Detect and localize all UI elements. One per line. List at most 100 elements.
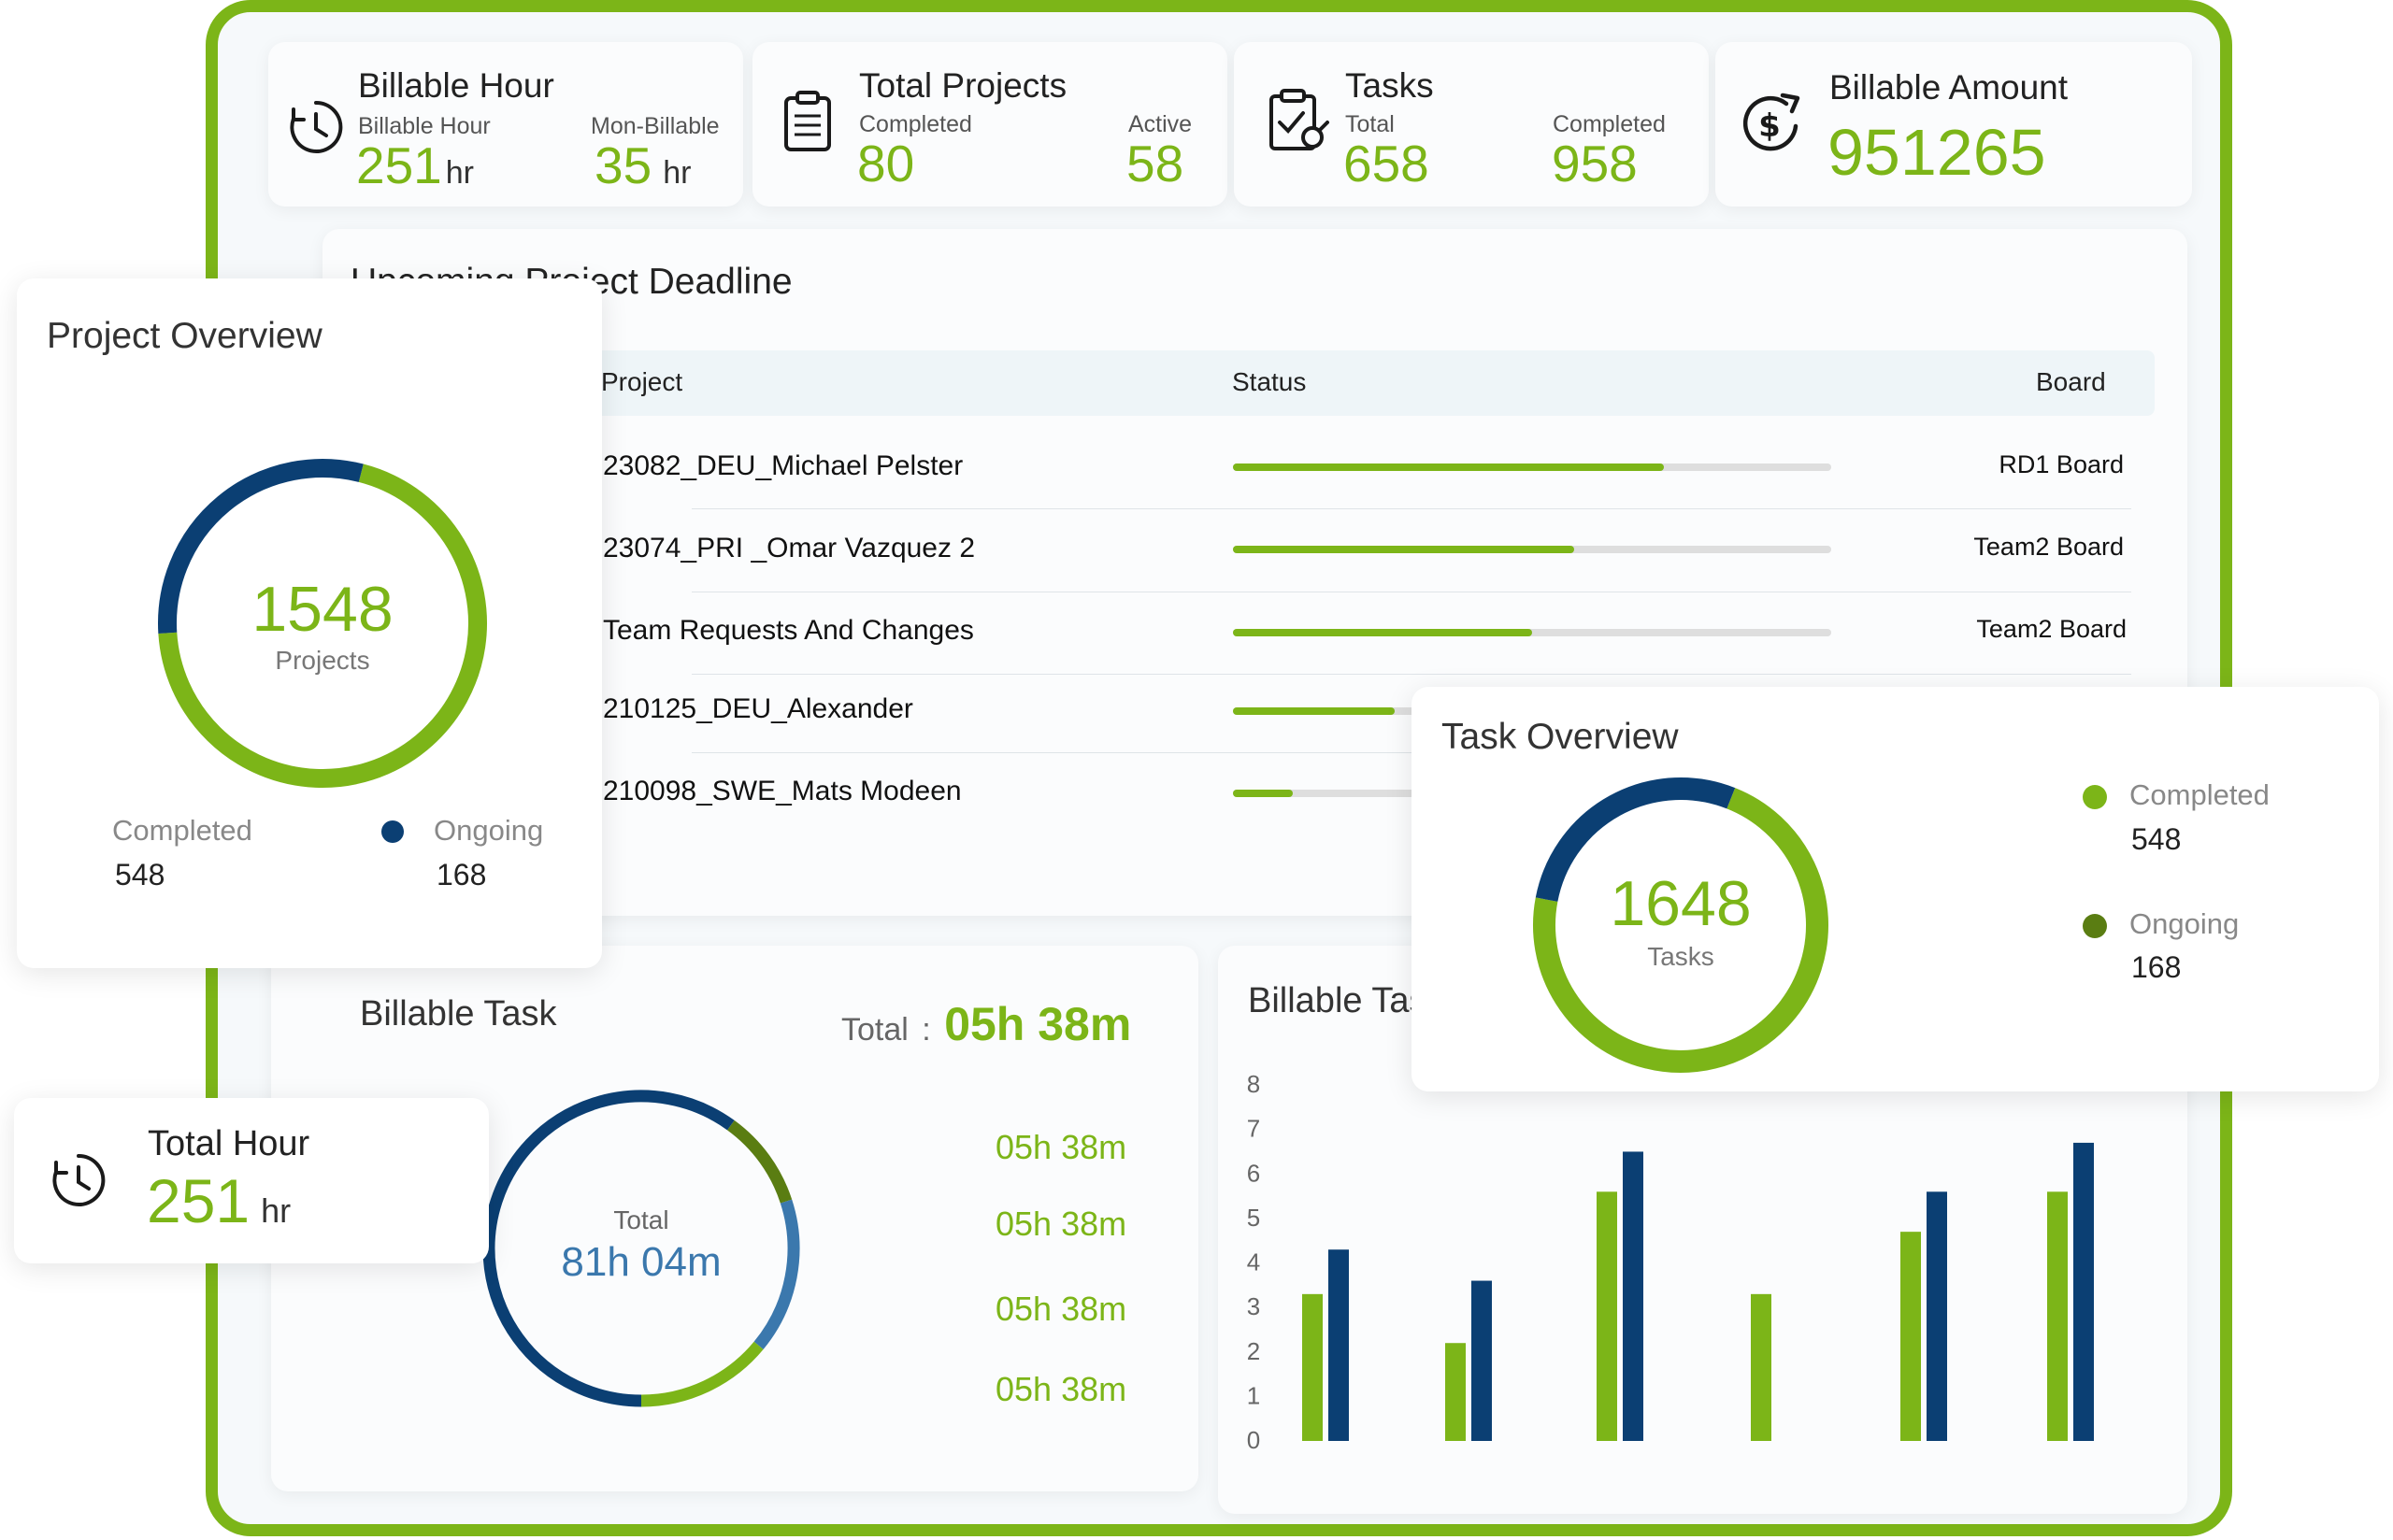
clock-icon [290, 100, 343, 153]
total-hour-value: 251 hr [147, 1165, 291, 1236]
column-header-project: Project [601, 367, 683, 396]
bar[interactable] [1302, 1293, 1323, 1441]
billable-task-total: Total : 05h 38m [841, 997, 1131, 1051]
status-progress-track [1233, 463, 1831, 471]
status-progress-fill [1233, 790, 1293, 797]
projects-completed-label: Completed [859, 111, 972, 137]
row-divider [692, 674, 2131, 675]
bar[interactable] [1328, 1249, 1349, 1441]
billable-bar-chart: 0 1 2 3 4 5 6 7 8 [1247, 1070, 2094, 1454]
nonbillable-label: Mon-Billable [591, 113, 720, 139]
status-progress-fill [1233, 463, 1664, 471]
board-name: RD1 Board [1999, 450, 2124, 478]
status-progress-track [1233, 546, 1831, 553]
donut-segment-arc [640, 1341, 764, 1407]
donut-segment-arc [753, 1199, 800, 1350]
donut-completed-arc [1533, 788, 1828, 1073]
task-completed-label: Completed [2129, 778, 2270, 811]
y-tick-label: 7 [1247, 1115, 1260, 1143]
task-overview-card: Task Overview 1648 Tasks Completed 548 O… [1411, 687, 2379, 1091]
tasks-completed-value: 958 [1552, 135, 1638, 192]
billable-item: 05h 38m [996, 1128, 1127, 1166]
project-overview-card: Project Overview 1548 Projects Completed… [17, 278, 602, 968]
tasks-total-value: 658 [1343, 135, 1429, 192]
task-check-icon [1269, 89, 1329, 150]
billable-item: 05h 38m [996, 1370, 1127, 1408]
clipboard-icon [784, 91, 831, 151]
task-overview-title: Task Overview [1441, 717, 1679, 757]
billable-value: 251 hr [356, 135, 474, 195]
dollar-refresh-icon: $ [1742, 93, 1800, 151]
status-progress-fill [1233, 546, 1574, 553]
completed-legend-dot [2083, 785, 2107, 809]
total-projects-card: Total Projects Completed 80 Active 58 [752, 42, 1227, 207]
y-tick-label: 0 [1247, 1426, 1260, 1454]
billable-task-total-sep: : [922, 1012, 931, 1048]
billable-task-title: Billable Task [360, 994, 557, 1034]
total-hour-unit: hr [261, 1191, 292, 1230]
task-overview-center-label: Tasks [1647, 942, 1714, 971]
bar[interactable] [1900, 1232, 1921, 1441]
board-name: Team2 Board [1973, 533, 2124, 561]
donut-segment-arc [482, 1090, 735, 1407]
project-name: 23074_PRI _Omar Vazquez 2 [603, 533, 976, 563]
project-name: 23082_DEU_Michael Pelster [603, 450, 964, 481]
billable-task-total-label: Total [841, 1012, 909, 1048]
project-overview-center-label: Projects [275, 646, 370, 675]
project-ongoing-value: 168 [437, 858, 487, 891]
billable-item: 05h 38m [996, 1290, 1127, 1328]
bar[interactable] [1445, 1343, 1466, 1441]
tasks-title: Tasks [1345, 66, 1434, 105]
bar[interactable] [1597, 1191, 1617, 1441]
billable-hour-value: 251 [356, 136, 442, 194]
billable-hour-card: Billable Hour Billable Hour 251 hr Mon-Bi… [268, 42, 743, 207]
total-hour-number: 251 [147, 1166, 251, 1235]
clock-icon [52, 1153, 106, 1206]
donut-ongoing-arc [158, 459, 364, 635]
bar[interactable] [1751, 1293, 1771, 1441]
billable-hour-unit: hr [445, 155, 474, 191]
tasks-completed-label: Completed [1553, 111, 1666, 137]
donut-ongoing-arc [1535, 777, 1736, 903]
projects-completed-value: 80 [857, 135, 915, 192]
billable-task-donut [482, 1090, 800, 1407]
billable-task-total-value: 05h 38m [944, 998, 1132, 1050]
bar[interactable] [1623, 1151, 1643, 1441]
ongoing-legend-dot [2083, 914, 2107, 938]
project-overview-center-value: 1548 [251, 574, 394, 645]
tasks-total-label: Total [1345, 111, 1395, 137]
total-hour-card: Total Hour 251 hr [14, 1098, 489, 1263]
y-tick-label: 5 [1247, 1204, 1260, 1232]
y-tick-label: 8 [1247, 1070, 1260, 1098]
task-overview-donut [1533, 777, 1828, 1073]
y-tick-label: 3 [1247, 1292, 1260, 1320]
bar[interactable] [2073, 1142, 2094, 1441]
billable-item: 05h 38m [996, 1205, 1127, 1243]
task-overview-center-value: 1648 [1610, 868, 1752, 939]
y-tick-label: 6 [1247, 1159, 1260, 1187]
bar[interactable] [1927, 1191, 1947, 1441]
donut-completed-arc [158, 463, 487, 788]
column-header-status: Status [1232, 367, 1307, 396]
bar[interactable] [2047, 1191, 2068, 1441]
total-projects-title: Total Projects [859, 66, 1068, 105]
nonbillable-hour-unit: hr [663, 155, 692, 191]
tasks-card: Tasks Total 658 Completed 958 [1234, 42, 1709, 207]
bar[interactable] [1471, 1280, 1492, 1441]
billable-amount-card: $ Billable Amount 951265 [1715, 42, 2192, 207]
deadline-table-header [351, 350, 2155, 416]
projects-active-value: 58 [1126, 135, 1184, 192]
status-progress-fill [1233, 629, 1532, 636]
projects-active-label: Active [1128, 111, 1193, 137]
svg-text:$: $ [1758, 107, 1781, 145]
column-header-board: Board [2036, 367, 2106, 396]
row-divider [692, 508, 2131, 509]
project-overview-donut [158, 459, 487, 788]
billable-hour-title: Billable Hour [358, 66, 554, 105]
nonbillable-value: 35 hr [595, 135, 691, 195]
billable-donut-center-label: Total [613, 1205, 669, 1234]
project-completed-label: Completed [112, 814, 252, 847]
billable-amount-value: 951265 [1827, 116, 2046, 189]
project-name: Team Requests And Changes [603, 615, 974, 646]
project-overview-title: Project Overview [47, 316, 322, 356]
